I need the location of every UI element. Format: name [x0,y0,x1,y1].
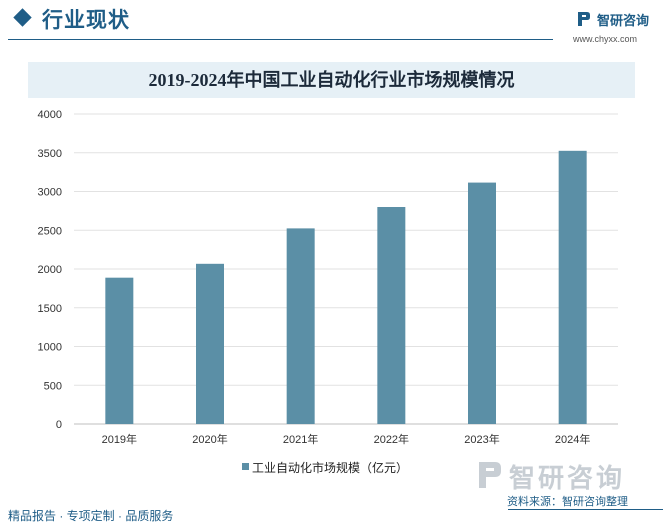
brand-logo-icon [578,12,590,26]
grid-layer [74,113,618,425]
bar-layer [105,150,587,424]
y-tick-label: 4000 [38,109,62,121]
bar [105,277,134,424]
brand-logo-name: 智研咨询 [597,13,650,28]
bar [558,150,587,424]
y-tick-label: 2500 [38,225,62,237]
y-tick-label: 2000 [38,264,62,276]
brand-logo-url: www.chyxx.com [573,34,638,44]
bar [196,263,224,424]
y-tick-label: 1000 [38,342,62,354]
bar [286,228,315,424]
chart-title-band: 2019-2024年中国工业自动化行业市场规模情况 [28,62,635,98]
legend-swatch [242,463,249,470]
y-axis-ticks: 0 500 1000 1500 2000 2500 3000 3500 4000 [38,109,62,431]
y-tick-label: 3000 [38,187,62,199]
x-tick-label: 2021年 [283,432,318,446]
x-tick-label: 2020年 [192,432,227,446]
x-tick-label: 2019年 [102,432,137,446]
y-tick-label: 0 [56,419,62,431]
brand-logo: 智研咨询 www.chyxx.com [573,8,657,48]
y-tick-label: 1500 [38,303,62,315]
x-tick-label: 2022年 [374,432,409,446]
data-source-note: 资料来源：智研咨询整理 [507,496,628,508]
x-tick-label: 2024年 [555,432,590,446]
diamond-icon [13,8,32,27]
legend-label: 工业自动化市场规模（亿元） [252,461,409,475]
header-divider [8,39,553,40]
bar [468,182,496,424]
footer-tagline: 精品报告 · 专项定制 · 品质服务 [8,509,174,523]
footer-brand-logo: 智研咨询 [477,458,657,493]
footer-logo-name: 智研咨询 [509,463,626,493]
chart-title: 2019-2024年中国工业自动化行业市场规模情况 [148,70,515,90]
bar [377,207,406,424]
page-footer: 精品报告 · 专项定制 · 品质服务 资料来源：智研咨询整理 [0,496,663,526]
footer-source-underline [508,509,663,510]
y-tick-label: 500 [44,380,62,392]
footer-logo-icon [479,462,501,488]
x-tick-label: 2023年 [464,432,499,446]
section-title: 行业现状 [42,9,130,32]
x-axis-ticks: 2019年 2020年 2021年 2022年 2023年 2024年 [102,432,591,446]
y-tick-label: 3500 [38,148,62,160]
page-header: 行业现状 智研咨询 www.chyxx.com [0,0,663,44]
